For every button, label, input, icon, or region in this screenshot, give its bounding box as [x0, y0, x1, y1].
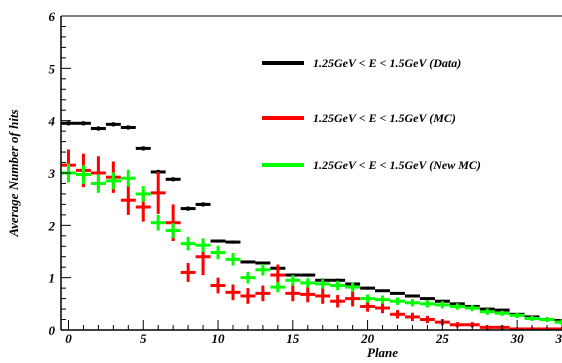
- x-tick-label: 15: [286, 331, 300, 346]
- data-point: [375, 295, 391, 304]
- data-point: [375, 302, 391, 314]
- x-tick-label: 10: [212, 331, 226, 346]
- data-point: [135, 186, 151, 202]
- data-point: [120, 125, 136, 130]
- data-point: [375, 289, 391, 293]
- series-2: [61, 163, 562, 325]
- data-point: [360, 301, 376, 312]
- data-point: [345, 290, 361, 307]
- data-point: [300, 278, 316, 288]
- data-point: [449, 303, 465, 310]
- x-axis-title: Plane: [367, 345, 398, 360]
- data-point: [165, 223, 181, 238]
- y-tick-label: 2: [48, 218, 56, 233]
- legend: 1.25GeV < E < 1.5GeV (Data) 1.25GeV < E <…: [262, 56, 481, 172]
- data-point: [404, 299, 420, 307]
- data-point: [255, 264, 271, 276]
- x-tick-label: 30: [510, 331, 525, 346]
- data-point: [300, 273, 316, 277]
- data-point: [554, 319, 562, 325]
- y-tick-label: 0: [49, 323, 56, 338]
- x-tick-label: 33: [555, 331, 562, 346]
- data-point: [120, 169, 136, 187]
- data-point: [285, 285, 301, 302]
- data-point: [539, 316, 555, 323]
- data-point: [165, 177, 181, 182]
- data-point: [90, 174, 106, 193]
- ticks-layer: 0 5 10 15 20 25 30 33 0 1 2 3 4 5 6: [48, 9, 562, 346]
- data-point: [180, 236, 196, 251]
- data-point: [509, 312, 525, 318]
- data-point: [315, 288, 331, 304]
- data-point: [210, 245, 226, 260]
- data-point: [180, 263, 196, 282]
- data-point: [494, 310, 510, 316]
- data-point: [464, 304, 480, 312]
- data-point: [225, 284, 241, 301]
- data-point: [270, 281, 286, 293]
- data-point: [285, 275, 301, 286]
- data-point: [135, 146, 151, 151]
- data-point: [404, 312, 420, 322]
- data-point: [195, 202, 211, 207]
- data-point: [240, 288, 256, 304]
- data-point: [419, 300, 435, 308]
- data-point: [150, 214, 166, 231]
- data-point: [390, 291, 405, 295]
- data-point: [75, 121, 91, 126]
- data-point: [210, 277, 226, 294]
- data-point: [434, 301, 450, 309]
- data-point: [195, 238, 211, 253]
- data-point: [225, 240, 241, 244]
- data-point: [105, 172, 121, 190]
- y-tick-label: 6: [49, 9, 56, 24]
- data-point: [360, 286, 376, 290]
- data-point: [419, 297, 435, 301]
- data-point: [554, 327, 562, 331]
- data-point: [150, 171, 166, 214]
- x-tick-label: 0: [65, 331, 72, 346]
- legend-label: 1.25GeV < E < 1.5GeV (MC): [313, 111, 456, 125]
- y-tick-label: 3: [48, 166, 56, 181]
- data-point: [225, 253, 241, 266]
- data-point: [330, 294, 346, 308]
- y-tick-label: 5: [49, 61, 56, 76]
- data-point: [360, 294, 376, 303]
- data-point: [180, 206, 196, 211]
- x-tick-label: 25: [435, 331, 450, 346]
- data-point: [315, 279, 331, 289]
- legend-label: 1.25GeV < E < 1.5GeV (Data): [313, 56, 461, 70]
- data-point: [240, 271, 256, 284]
- data-point: [120, 185, 136, 215]
- data-point: [390, 310, 405, 319]
- legend-label: 1.25GeV < E < 1.5GeV (New MC): [313, 158, 481, 172]
- data-point: [75, 165, 91, 184]
- x-tick-label: 20: [360, 331, 375, 346]
- data-point: [300, 286, 316, 303]
- data-point: [330, 280, 346, 291]
- data-point: [479, 308, 495, 315]
- y-tick-label: 4: [48, 114, 56, 129]
- data-point: [90, 126, 106, 131]
- x-tick-label: 5: [140, 331, 147, 346]
- data-point: [554, 319, 562, 323]
- data-point: [404, 294, 420, 298]
- data-point: [105, 122, 121, 127]
- y-axis-title: Average Number of hits: [6, 109, 21, 237]
- data-point: [240, 260, 256, 264]
- data-point: [419, 315, 435, 324]
- data-point: [210, 239, 226, 243]
- data-point: [61, 121, 76, 126]
- data-point: [345, 282, 361, 292]
- data-point: [255, 285, 271, 302]
- y-tick-label: 1: [49, 271, 56, 286]
- data-point: [524, 315, 540, 322]
- data-point: [390, 297, 405, 305]
